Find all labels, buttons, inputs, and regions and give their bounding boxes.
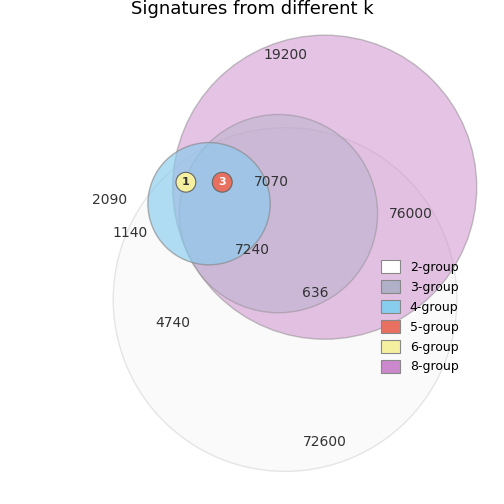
Legend: 2-group, 3-group, 4-group, 5-group, 6-group, 8-group: 2-group, 3-group, 4-group, 5-group, 6-gr… [377,257,462,377]
Title: Signatures from different k: Signatures from different k [131,0,373,18]
Text: 7070: 7070 [255,175,289,189]
Circle shape [176,172,196,192]
Text: 1140: 1140 [112,226,147,240]
Text: 1: 1 [182,177,190,187]
Text: 3: 3 [218,177,226,187]
Text: 19200: 19200 [263,48,307,62]
Circle shape [113,128,457,471]
Text: 2090: 2090 [92,194,128,208]
Text: 72600: 72600 [303,434,347,449]
Circle shape [173,35,477,339]
Text: 636: 636 [301,286,328,300]
Circle shape [212,172,232,192]
Text: 4740: 4740 [155,316,190,330]
Circle shape [179,114,377,313]
Text: 7240: 7240 [234,243,270,257]
Text: 76000: 76000 [389,207,432,221]
Circle shape [148,143,270,265]
